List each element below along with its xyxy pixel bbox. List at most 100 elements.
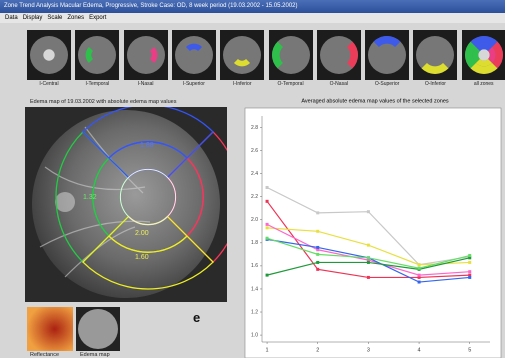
series-marker <box>417 266 421 270</box>
zone-highlight <box>470 36 498 47</box>
fundus <box>78 36 117 74</box>
edema-image <box>76 307 120 351</box>
thumbnail-label: I-Central <box>39 81 59 87</box>
zone-highlight <box>421 63 449 74</box>
zone-highlight <box>475 59 492 67</box>
x-tick-label: 3 <box>367 347 370 353</box>
series-marker <box>265 199 269 203</box>
y-tick-label: 1.0 <box>251 332 258 338</box>
fundus <box>174 36 213 74</box>
zone-highlight <box>373 36 401 47</box>
series-marker <box>417 273 421 277</box>
thumbnail-image <box>220 30 265 80</box>
map-caption: Edema map of 19.03.2002 with absolute ed… <box>30 99 177 105</box>
thumbnail-label: I-Temporal <box>85 81 110 87</box>
y-tick-label: 2.8 <box>251 125 258 131</box>
menu-item[interactable]: Scale <box>47 15 63 21</box>
y-tick-label: 1.2 <box>251 309 258 315</box>
zone-thumbnail[interactable]: all zones <box>461 30 505 88</box>
thumbnail-label: I-Superior <box>182 81 205 87</box>
panel-letter: e <box>193 310 201 325</box>
series-marker <box>366 260 370 264</box>
x-tick-label: 2 <box>316 347 319 353</box>
zone-highlight <box>472 46 480 64</box>
title-bar: Zone Trend Analysis Macular Edema, Progr… <box>0 0 505 13</box>
series-marker <box>265 222 269 226</box>
series-marker <box>316 229 320 233</box>
series-marker <box>468 273 472 277</box>
zone-value: 1.60 <box>135 254 149 261</box>
menu-item[interactable]: Data <box>5 15 18 21</box>
zone-highlight <box>346 41 358 69</box>
y-tick-label: 2.6 <box>251 148 258 154</box>
zone-thumbnail[interactable]: I-Central <box>27 30 71 88</box>
y-tick-label: 1.8 <box>251 240 258 246</box>
series-marker <box>316 252 320 256</box>
series-marker <box>316 211 320 215</box>
zone-outline <box>82 235 214 290</box>
series-marker <box>366 258 370 262</box>
menu-item[interactable]: Display <box>22 15 43 21</box>
series-marker <box>265 236 269 240</box>
zone-highlight <box>464 41 476 69</box>
zone-highlight <box>234 59 251 67</box>
zone-highlight <box>43 49 55 61</box>
y-tick-label: 1.4 <box>251 286 258 292</box>
zone-highlight <box>149 46 157 64</box>
zone-highlight <box>477 49 490 61</box>
fundus <box>126 36 165 74</box>
series-marker <box>417 280 421 284</box>
x-tick-label: 1 <box>266 347 269 353</box>
series-marker <box>316 245 320 249</box>
thumbnail-label: O-Temporal <box>277 81 304 87</box>
y-tick-label: 2.2 <box>251 194 258 200</box>
menu-item[interactable]: Zones <box>67 15 85 21</box>
x-tick-label: 4 <box>418 347 421 353</box>
thumbnail-label: all zones <box>473 81 494 87</box>
thumbnail-image <box>75 30 120 80</box>
series-marker <box>468 256 472 260</box>
thumbnail-image <box>171 30 216 80</box>
thumbnail-image <box>413 30 458 80</box>
series-marker <box>366 256 370 260</box>
thumbnail-image <box>123 30 168 80</box>
zone-thumbnail[interactable]: O-Superior <box>365 30 410 88</box>
zone-thumbnail[interactable]: I-Inferior <box>220 30 265 88</box>
thumbnail-label: I-Inferior <box>232 81 252 87</box>
zone-value: 2.00 <box>135 230 149 237</box>
image-label: Reflectance <box>30 352 60 358</box>
series-marker <box>366 210 370 214</box>
thumbnail-image <box>461 30 505 80</box>
series-marker <box>468 270 472 274</box>
series-marker <box>468 275 472 279</box>
thumbnail-label: O-Nasal <box>329 81 348 87</box>
series-marker <box>265 226 269 230</box>
reflectance-image <box>27 307 73 351</box>
zone-thumbnail[interactable]: I-Nasal <box>123 30 168 88</box>
zone-thumbnail[interactable]: O-Temporal <box>268 30 313 88</box>
series-marker <box>417 275 421 279</box>
zone-thumbnail[interactable]: O-Nasal <box>316 30 361 88</box>
thumbnail-image <box>27 30 71 80</box>
x-tick-label: 5 <box>468 347 471 353</box>
zone-thumbnail[interactable]: I-Temporal <box>75 30 120 88</box>
thumbnail-image <box>316 30 361 80</box>
image-label: Edema map <box>80 352 110 358</box>
zone-thumbnail[interactable]: O-Inferior <box>413 30 458 88</box>
thumbnail-image <box>365 30 410 80</box>
fundus <box>223 36 262 74</box>
series-marker <box>316 267 320 271</box>
thumbnail-label: I-Nasal <box>137 81 154 87</box>
series-marker <box>316 248 320 252</box>
zone-outline <box>82 107 214 159</box>
zone-highlight <box>85 46 94 64</box>
menu-item[interactable]: Export <box>89 15 107 21</box>
zone-outline <box>119 168 177 226</box>
chart-title: Averaged absolute edema map values of th… <box>301 98 449 104</box>
zone-highlight <box>271 41 283 69</box>
zone-thumbnail[interactable]: I-Superior <box>171 30 216 88</box>
zone-highlight <box>185 43 202 51</box>
menu-bar: Data Display Scale Zones Export <box>0 13 505 23</box>
zone-highlight <box>475 43 492 51</box>
